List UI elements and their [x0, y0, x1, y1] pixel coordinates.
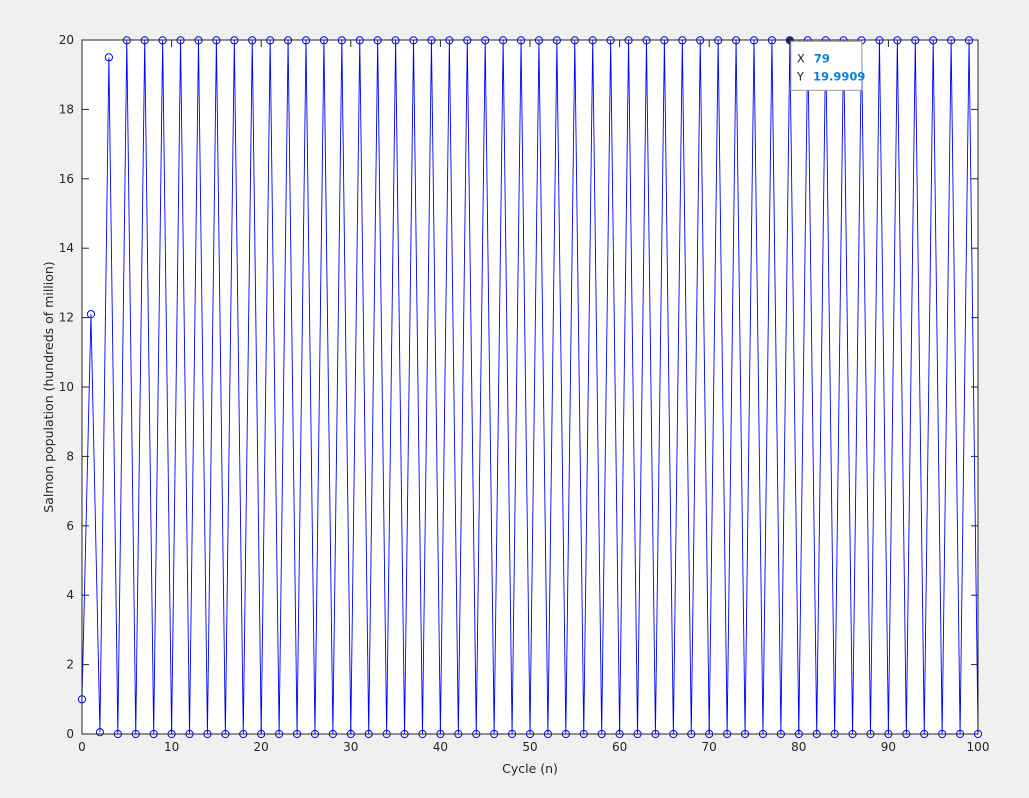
y-tick-label: 0 — [66, 727, 74, 741]
x-tick-label: 90 — [881, 740, 896, 754]
x-tick-label: 0 — [78, 740, 86, 754]
x-axis-label: Cycle (n) — [502, 761, 558, 776]
datatip-x-key: X — [797, 51, 805, 65]
datatip-y-key: Y — [796, 69, 805, 83]
x-tick-label: 70 — [702, 740, 717, 754]
y-tick-label: 10 — [59, 380, 74, 394]
x-tick-label: 20 — [254, 740, 269, 754]
axes-background — [82, 40, 978, 734]
datatip-y-value: 19.9909 — [813, 69, 865, 83]
datatip-y-row: Y 19.9909 — [796, 65, 866, 84]
tick-labels: 0 10 20 30 40 50 60 70 80 90 100 0 2 4 6 8 10 12 14 16 18 20 — [59, 33, 990, 754]
y-tick-label: 4 — [66, 588, 74, 602]
y-axis-label: Salmon population (hundreds of million) — [41, 261, 56, 512]
data-point[interactable] — [95, 728, 105, 737]
y-tick-label: 8 — [66, 449, 74, 463]
y-tick-label: 6 — [66, 519, 74, 533]
datatip-x-row: X 79 — [797, 47, 830, 66]
x-tick-label: 50 — [522, 740, 537, 754]
x-tick-label: 30 — [343, 740, 358, 754]
data-point[interactable] — [86, 310, 96, 319]
y-tick-label: 2 — [66, 658, 74, 672]
y-tick-label: 12 — [59, 311, 74, 325]
x-tick-label: 100 — [967, 740, 990, 754]
x-tick-label: 60 — [612, 740, 627, 754]
datatip-x-value: 79 — [814, 51, 830, 65]
axes-box — [81, 39, 979, 735]
y-tick-label: 16 — [59, 172, 74, 186]
y-tick-label: 18 — [59, 102, 74, 116]
x-tick-label: 40 — [433, 740, 448, 754]
y-tick-label: 14 — [59, 241, 74, 255]
y-tick-label: 20 — [59, 33, 74, 47]
x-tick-label: 10 — [164, 740, 179, 754]
datatip-box — [790, 40, 863, 91]
data-point[interactable] — [104, 53, 113, 62]
x-tick-label: 80 — [791, 740, 806, 754]
datatip[interactable]: X 79 Y 19.9909 — [786, 37, 866, 91]
